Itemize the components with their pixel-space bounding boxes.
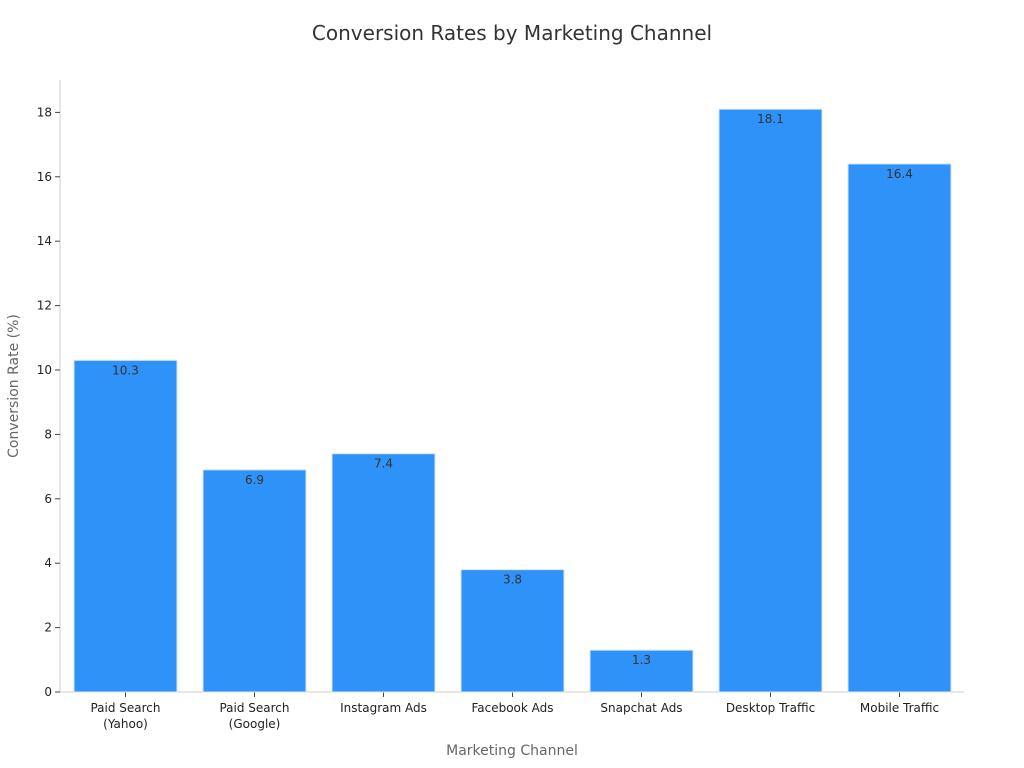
bar-value-label: 3.8 — [503, 573, 522, 587]
y-axis: 0 2 4 6 8 10 12 14 16 18 — [37, 80, 61, 699]
x-tick-label: Instagram Ads — [340, 701, 427, 715]
bar-value-label: 16.4 — [886, 167, 913, 181]
y-tick-label: 8 — [44, 427, 52, 441]
x-tick-label: Facebook Ads — [471, 701, 553, 715]
y-tick-label: 0 — [44, 685, 52, 699]
x-tick-label: (Google) — [229, 717, 281, 731]
bar-value-label: 1.3 — [632, 653, 651, 667]
x-tick-label: Snapchat Ads — [600, 701, 682, 715]
x-tick-label: (Yahoo) — [103, 717, 148, 731]
x-axis — [60, 691, 964, 697]
y-tick-label: 4 — [44, 556, 52, 570]
x-axis-title: Marketing Channel — [446, 743, 578, 759]
chart-title: Conversion Rates by Marketing Channel — [312, 21, 712, 45]
x-tick-label: Desktop Traffic — [726, 701, 815, 715]
data-labels: 10.3 6.9 7.4 3.8 1.3 18.1 16.4 — [112, 112, 913, 667]
bar — [331, 453, 436, 693]
bar — [718, 108, 823, 693]
y-tick-label: 10 — [37, 363, 52, 377]
y-axis-title: Conversion Rate (%) — [6, 314, 22, 458]
bar — [73, 359, 178, 693]
x-tick-label: Mobile Traffic — [860, 701, 939, 715]
y-tick-label: 18 — [37, 105, 52, 119]
bar — [460, 569, 565, 693]
bar — [589, 649, 694, 693]
category-labels: Paid Search (Yahoo) Paid Search (Google) Ins… — [90, 701, 939, 731]
y-tick-label: 6 — [44, 492, 52, 506]
bar-value-label: 18.1 — [757, 112, 784, 126]
bar — [202, 469, 307, 693]
bar — [847, 163, 952, 693]
bar-value-label: 7.4 — [374, 457, 393, 471]
x-tick-label: Paid Search — [219, 701, 289, 715]
y-tick-label: 16 — [37, 170, 52, 184]
y-tick-label: 14 — [37, 234, 52, 248]
bar-value-label: 6.9 — [245, 473, 264, 487]
y-tick-label: 12 — [37, 299, 52, 313]
bars — [73, 108, 952, 693]
x-tick-label: Paid Search — [90, 701, 160, 715]
bar-value-label: 10.3 — [112, 363, 139, 377]
y-tick-label: 2 — [44, 621, 52, 635]
